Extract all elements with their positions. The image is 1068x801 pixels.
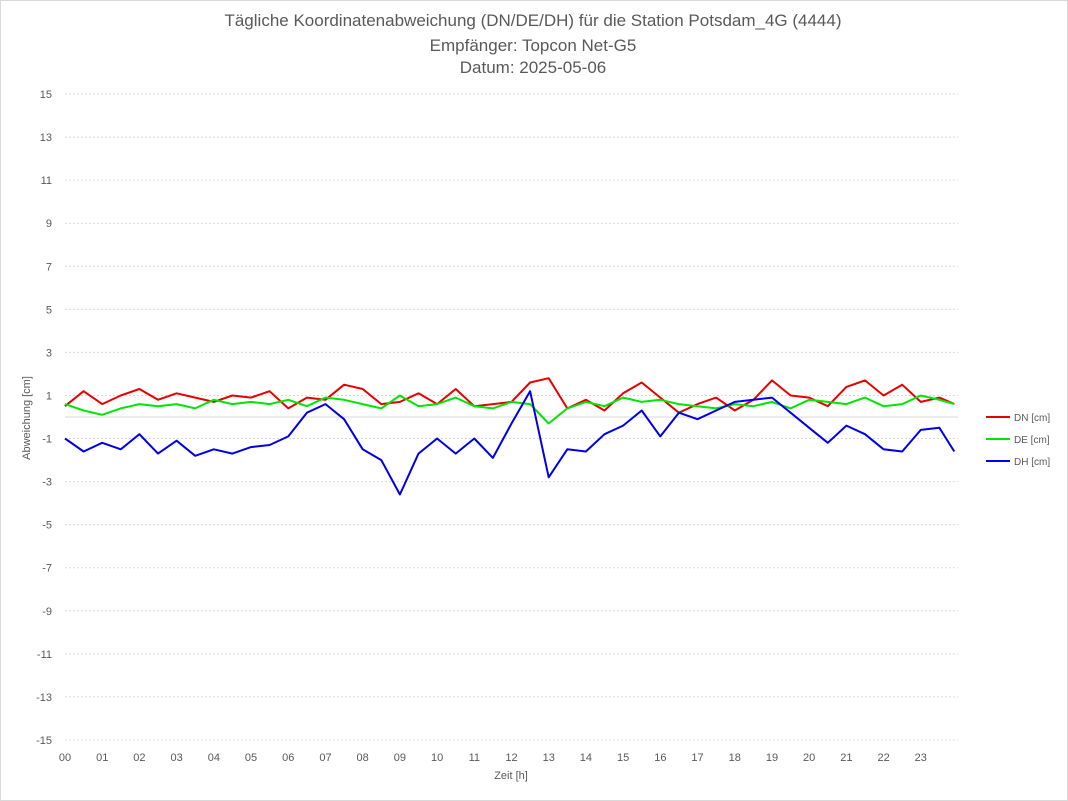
x-tick-label: 16 <box>654 752 666 764</box>
y-tick-label: 3 <box>46 347 52 359</box>
y-tick-label: -15 <box>36 735 52 747</box>
series-line <box>64 390 956 496</box>
legend-label: DE [cm] <box>1014 435 1050 446</box>
x-tick-label: 00 <box>59 752 71 764</box>
y-tick-label: -3 <box>42 477 52 489</box>
x-tick-label: 17 <box>691 752 703 764</box>
y-axis-label: Abweichung [cm] <box>21 376 33 460</box>
y-tick-label: -7 <box>42 563 52 575</box>
x-tick-label: 20 <box>803 752 815 764</box>
x-tick-label: 07 <box>319 752 331 764</box>
x-tick-label: 21 <box>840 752 852 764</box>
y-tick-label: -9 <box>42 606 52 618</box>
y-tick-label: 15 <box>40 89 52 101</box>
legend: DN [cm] DE [cm] DH [cm] <box>986 413 1050 468</box>
chart-subtitle: Empfänger: Topcon Net-G5 <box>429 36 637 55</box>
x-tick-label: 22 <box>877 752 889 764</box>
x-tick-label: 15 <box>617 752 629 764</box>
y-tick-label: -5 <box>42 520 52 532</box>
x-tick-label: 23 <box>915 752 927 764</box>
y-tick-label: 5 <box>46 304 52 316</box>
x-tick-label: 14 <box>580 752 592 764</box>
chart-title: Tägliche Koordinatenabweichung (DN/DE/DH… <box>224 11 842 30</box>
series-line <box>64 394 955 425</box>
x-tick-label: 10 <box>431 752 443 764</box>
y-tick-label: 13 <box>40 132 52 144</box>
x-axis-label: Zeit [h] <box>494 770 528 782</box>
y-tick-label: -1 <box>42 434 52 446</box>
grid-lines <box>65 93 958 741</box>
x-tick-label: 18 <box>729 752 741 764</box>
y-tick-label: 7 <box>46 261 52 273</box>
x-tick-labels: 00 01 02 03 04 05 06 07 08 09 10 11 12 13 14 15 16 17 18 19… <box>59 752 927 764</box>
x-tick-label: 11 <box>469 752 480 764</box>
y-tick-labels: 15 13 11 9 7 5 3 1 -1 -3 -5 -7 -9 -11 -13 -15 <box>36 89 52 747</box>
x-tick-label: 04 <box>208 752 220 764</box>
y-tick-label: -13 <box>36 692 52 704</box>
x-tick-label: 13 <box>543 752 555 764</box>
x-tick-label: 05 <box>245 752 257 764</box>
x-tick-label: 09 <box>394 752 406 764</box>
x-tick-label: 12 <box>505 752 517 764</box>
y-tick-label: 11 <box>41 175 52 187</box>
y-tick-label: 9 <box>46 218 52 230</box>
legend-label: DH [cm] <box>1014 457 1050 468</box>
chart-date: Datum: 2025-05-06 <box>459 58 607 77</box>
x-tick-label: 08 <box>357 752 369 764</box>
y-tick-label: -11 <box>37 649 52 661</box>
x-tick-label: 03 <box>171 752 183 764</box>
y-tick-label: 1 <box>46 390 52 402</box>
x-tick-label: 06 <box>282 752 294 764</box>
x-tick-label: 01 <box>96 752 108 764</box>
series-lines <box>64 377 956 496</box>
x-tick-label: 02 <box>133 752 145 764</box>
x-tick-label: 19 <box>766 752 778 764</box>
legend-label: DN [cm] <box>1014 413 1050 424</box>
